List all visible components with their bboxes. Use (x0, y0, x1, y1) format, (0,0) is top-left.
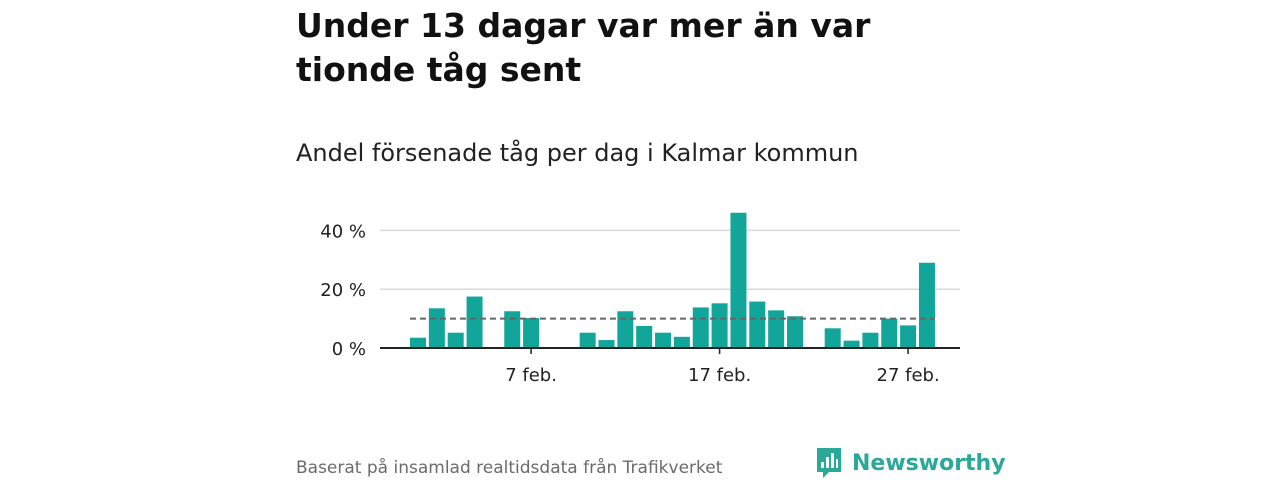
gridlines (380, 229, 960, 290)
bar (749, 301, 766, 348)
bar (428, 308, 445, 348)
bar (692, 307, 709, 348)
bar-chart: 0 % 20 % 40 % 7 feb. 17 feb. 27 feb. (320, 212, 960, 386)
y-tick-label: 40 % (320, 221, 366, 242)
chart-subtitle: Andel försenade tåg per dag i Kalmar kom… (296, 139, 859, 167)
y-tick-label: 20 % (320, 280, 366, 301)
bar (768, 310, 785, 348)
bar (523, 318, 540, 348)
bar-series (410, 212, 935, 348)
bar (655, 332, 672, 348)
brand-name: Newsworthy (852, 450, 1006, 476)
bar (881, 318, 898, 348)
bar (862, 332, 879, 348)
source-note: Baserat på insamlad realtidsdata från Tr… (296, 458, 723, 478)
bar (447, 332, 464, 348)
x-tick-label: 27 feb. (877, 365, 940, 386)
newsworthy-logo[interactable]: Newsworthy (815, 446, 1006, 480)
bar (787, 316, 803, 348)
y-tick-label: 0 % (332, 339, 366, 360)
x-tick-label: 17 feb. (688, 365, 751, 386)
bar (843, 340, 860, 348)
bar (579, 332, 596, 348)
chart-title: Under 13 dagar var mer än var tionde tåg… (296, 6, 871, 89)
bar (824, 328, 841, 348)
bar-chart-logo-icon (817, 448, 841, 478)
bar (617, 311, 634, 348)
bar (466, 296, 483, 348)
bar (918, 262, 935, 348)
bar (598, 340, 615, 348)
bar (504, 311, 521, 348)
axes: 0 % 20 % 40 % 7 feb. 17 feb. 27 feb. (320, 221, 960, 386)
x-tick-label: 7 feb. (505, 365, 557, 386)
bar (636, 325, 653, 348)
bar (673, 336, 690, 348)
bar (900, 325, 917, 348)
bar (711, 303, 728, 348)
bar (410, 337, 426, 348)
bar (730, 212, 747, 348)
